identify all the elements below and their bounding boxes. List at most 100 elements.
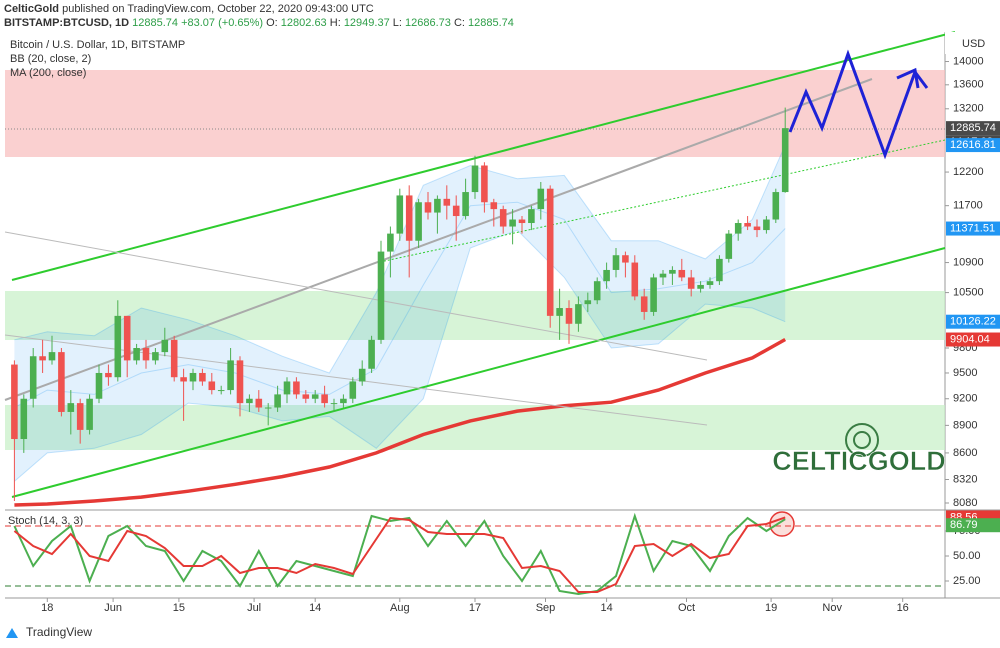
candle-body	[330, 403, 338, 405]
candle-body	[405, 195, 413, 241]
candle-body	[180, 377, 187, 382]
trend-line	[4, 231, 708, 361]
candle-body	[687, 277, 695, 289]
x-tick-label: 18	[41, 602, 53, 614]
last-price-tag-bg	[946, 121, 1000, 136]
x-tick-label: Sep	[536, 602, 556, 614]
logo-knot	[845, 423, 879, 457]
ohlc-value: 12885.74	[468, 17, 514, 29]
header-line-2: BITSTAMP:BTCUSD, 1D 12885.74 +83.07 (+0.…	[4, 16, 514, 30]
y-tick-label: 8600	[953, 447, 977, 459]
candle-body	[76, 403, 84, 430]
candle-body	[725, 233, 733, 259]
candle-body	[274, 394, 281, 408]
candle-body	[20, 398, 28, 440]
candle-body	[358, 368, 366, 382]
candle-body	[481, 165, 488, 203]
x-tick-label: 17	[469, 602, 481, 614]
candle-body	[631, 262, 639, 297]
candle-body	[368, 339, 375, 369]
x-tick-label: 14	[600, 602, 612, 614]
y-tick-label: 8900	[953, 419, 977, 431]
last-price: 12885.74	[132, 17, 179, 29]
candle-body	[452, 205, 460, 217]
ohlc-label: H:	[329, 17, 341, 29]
candle-body	[302, 394, 310, 399]
logo-text: CELTICGOLD	[772, 446, 945, 476]
y-tick-label: 9200	[953, 393, 977, 405]
candle-body	[255, 398, 263, 408]
y-tick-label: 10900	[953, 256, 984, 268]
header-line-1: CelticGold published on TradingView.com,…	[4, 2, 514, 16]
bb-tag-bg	[946, 138, 1000, 153]
candle-body	[311, 394, 319, 399]
candle-body	[669, 269, 676, 274]
candle-body	[415, 202, 422, 241]
candle-body	[528, 209, 535, 224]
candle-body	[734, 223, 742, 234]
candle-body	[95, 372, 103, 399]
bb-tag: 11371.51	[950, 222, 995, 234]
channel-mid	[379, 139, 946, 263]
stoch-legend: Stoch (14, 3, 3)	[8, 515, 83, 527]
candle-body	[546, 188, 554, 316]
y-tick-label: 13200	[953, 103, 984, 115]
candle-body	[152, 352, 159, 361]
x-tick-label: 15	[173, 602, 185, 614]
candle-body	[58, 352, 65, 412]
x-tick-label: Aug	[390, 602, 410, 614]
candle-body	[509, 219, 516, 227]
ma-tag: 9904.04	[950, 333, 990, 345]
trend-line	[4, 334, 708, 426]
ohlc-value: 12949.37	[343, 17, 390, 29]
x-tick-label: Jun	[104, 602, 122, 614]
candle-body	[443, 198, 451, 206]
candle-body	[123, 315, 131, 361]
candle-body	[697, 284, 704, 289]
ohlc-label: O:	[266, 17, 278, 29]
candle-body	[321, 394, 328, 404]
ohlc-label: C:	[453, 17, 465, 29]
resistance-zone	[5, 70, 945, 157]
candle-body	[499, 209, 507, 227]
candle-body	[622, 255, 629, 263]
footer-icon	[6, 628, 18, 638]
candle-body	[537, 188, 545, 210]
candle-body	[217, 390, 225, 392]
candle-body	[105, 372, 112, 378]
bb-fill	[14, 145, 786, 482]
bb-tag: 12616.81	[950, 139, 996, 151]
channel-lower	[11, 247, 946, 498]
candle-body	[772, 192, 780, 220]
candle-body	[246, 398, 253, 404]
ma-line	[14, 337, 787, 507]
candle-body	[753, 226, 761, 231]
highlight-circle	[769, 511, 795, 537]
bb-tag-bg	[946, 221, 1000, 236]
bb-legend: BB (20, close, 2)	[10, 53, 91, 65]
candle-body	[142, 348, 150, 361]
header: CelticGold published on TradingView.com,…	[4, 2, 514, 30]
candle-body	[199, 372, 206, 382]
candle-body	[556, 308, 563, 316]
y-tick-label: 8080	[953, 497, 977, 509]
channel-upper	[11, 31, 956, 281]
stoch-d	[13, 516, 786, 593]
publisher: CelticGold	[4, 3, 60, 15]
candle-body	[67, 403, 75, 412]
y-tick-label: 11700	[953, 200, 983, 212]
candle-body	[584, 300, 592, 305]
projection-arrow	[896, 67, 920, 89]
candle-body	[650, 277, 657, 312]
candle-body	[763, 219, 770, 231]
logo-knot	[853, 431, 871, 449]
x-tick-label: Nov	[822, 602, 842, 614]
candle-body	[593, 281, 601, 301]
y-tick-label: 8320	[953, 473, 977, 485]
ma-tag-bg	[946, 332, 1000, 347]
candle-body	[716, 258, 723, 282]
candle-body	[565, 308, 573, 324]
x-tick-label: 14	[309, 602, 321, 614]
candle-body	[29, 356, 37, 399]
